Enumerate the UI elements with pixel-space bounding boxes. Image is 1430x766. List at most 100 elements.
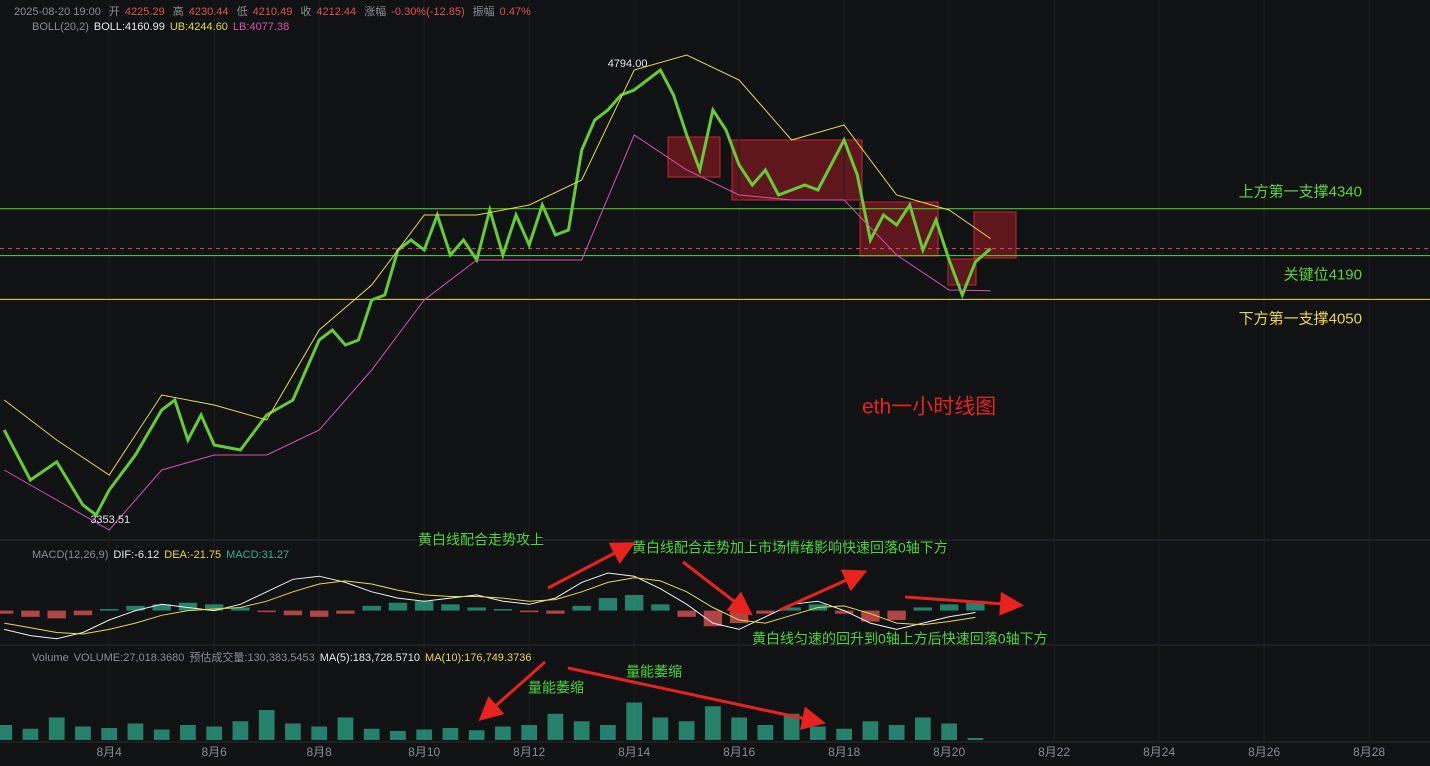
- histogram-bar: [231, 607, 250, 611]
- x-tick-label: 8月22: [1038, 745, 1070, 759]
- x-tick-label: 8月14: [618, 745, 650, 759]
- label: 低: [236, 6, 248, 18]
- volume-bar: [285, 723, 301, 740]
- histogram-bar: [21, 610, 40, 617]
- boll-header: BOLL(20,2) BOLL:4160.99 UB:4244.60 LB:4077.…: [32, 21, 294, 33]
- macd-header: MACD(12,26,9) DIF:-6.12 DEA:-21.75 MACD:31.…: [32, 549, 294, 561]
- volume-bar: [363, 728, 380, 740]
- volume-bar: [573, 721, 590, 740]
- annotation: 黄白线配合走势加上市场情绪影响快速回落0轴下方: [632, 540, 948, 556]
- volume-bar: [915, 717, 931, 740]
- volume-bar: [600, 725, 616, 740]
- x-tick-label: 8月4: [97, 745, 123, 759]
- volume-bar: [731, 717, 748, 740]
- arrow: [567, 666, 826, 730]
- label: 涨幅: [364, 6, 387, 18]
- volume-bar: [547, 713, 564, 740]
- extreme-label: 4794.00: [608, 58, 648, 70]
- histogram-bar: [362, 605, 381, 611]
- x-tick-label: 8月24: [1143, 745, 1175, 759]
- volume-bar: [678, 721, 695, 740]
- histogram-bar: [572, 605, 591, 611]
- histogram-bar: [178, 602, 198, 611]
- ohlc-header: 2025-08-20 19:00 开 4225.29 高 4230.44 低 4210…: [14, 3, 536, 19]
- label: MACD(12,26,9): [32, 549, 109, 561]
- histogram-bar: [336, 610, 355, 614]
- value: MA(5):183,728.5710: [319, 652, 421, 664]
- histogram-bar: [100, 609, 119, 611]
- annotation: 黄白线配合走势攻上: [418, 532, 544, 548]
- x-tick-label: 8月20: [933, 745, 965, 759]
- histogram-bar: [467, 607, 486, 611]
- value: MACD:31.27: [226, 549, 290, 561]
- value: BOLL:4160.99: [93, 21, 165, 33]
- histogram-bar: [519, 610, 539, 613]
- x-tick-label: 8月18: [828, 745, 860, 759]
- volume-bar: [862, 721, 879, 740]
- annotation: 量能萎缩: [626, 664, 682, 680]
- histogram-bar: [546, 610, 565, 614]
- histogram-bar: [126, 605, 145, 611]
- histogram-bar: [152, 604, 171, 611]
- series-line: [2, 67, 992, 518]
- histogram-bar: [283, 610, 303, 616]
- histogram-bar: [414, 601, 434, 611]
- label: 收: [300, 6, 312, 18]
- histogram-bar: [598, 598, 618, 611]
- histogram-bar: [73, 610, 93, 616]
- volume-bar: [337, 717, 354, 740]
- histogram-bar: [204, 604, 224, 611]
- series-line: [3, 54, 991, 476]
- value: -0.30%(-12.85): [391, 6, 465, 18]
- histogram-bar: [782, 607, 801, 611]
- histogram-bar: [756, 610, 775, 614]
- volume-bar: [48, 717, 65, 740]
- histogram-bar: [966, 600, 985, 611]
- histogram-bar: [388, 602, 408, 611]
- volume-bar: [967, 737, 984, 740]
- series-line: [4, 577, 976, 635]
- volume-bar: [75, 726, 91, 740]
- x-tick-label: 8月10: [408, 745, 440, 759]
- histogram-bar: [47, 610, 66, 619]
- volume-bar: [258, 710, 275, 740]
- histogram-bar: [677, 610, 696, 617]
- x-tick-label: 8月12: [513, 745, 545, 759]
- volume-bar: [101, 728, 118, 740]
- arrow: [779, 569, 868, 612]
- value: 4225.29: [124, 6, 165, 18]
- label: 高: [172, 6, 184, 18]
- volume-bar: [390, 731, 406, 740]
- annotation: 量能萎缩: [528, 680, 584, 696]
- volume-bar: [810, 726, 826, 740]
- value: 4212.44: [316, 6, 357, 18]
- volume-bar: [206, 726, 223, 740]
- volume-bar: [626, 702, 643, 740]
- range-box: [973, 211, 1017, 259]
- value: MA(10):176,749.3736: [425, 652, 532, 664]
- volume-bar: [652, 717, 669, 740]
- volume-bar: [468, 730, 485, 740]
- value: 预估成交量:130,383.5453: [189, 652, 315, 664]
- x-tick-label: 8月8: [306, 745, 332, 759]
- level-label: 上方第一支撑4340: [1239, 183, 1362, 201]
- histogram-bar: [861, 610, 880, 622]
- x-tick-label: 8月26: [1248, 745, 1280, 759]
- volume-bar: [311, 726, 328, 740]
- arrow: [478, 660, 546, 721]
- value: VOLUME:27,018.3680: [73, 652, 185, 664]
- volume-header: Volume VOLUME:27,018.3680 预估成交量:130,383.54…: [32, 649, 536, 665]
- histogram-bar: [0, 610, 14, 614]
- volume-bar: [888, 725, 905, 740]
- label: 振幅: [472, 6, 495, 18]
- range-box: [731, 139, 863, 201]
- level-label: 下方第一支撑4050: [1239, 309, 1362, 327]
- value: 4230.44: [188, 6, 229, 18]
- value: LB:4077.38: [232, 21, 290, 33]
- label: Volume: [32, 652, 69, 664]
- label: BOLL(20,2): [32, 21, 89, 33]
- histogram-bar: [257, 610, 276, 613]
- volume-bar: [153, 729, 170, 740]
- arrow: [682, 560, 753, 616]
